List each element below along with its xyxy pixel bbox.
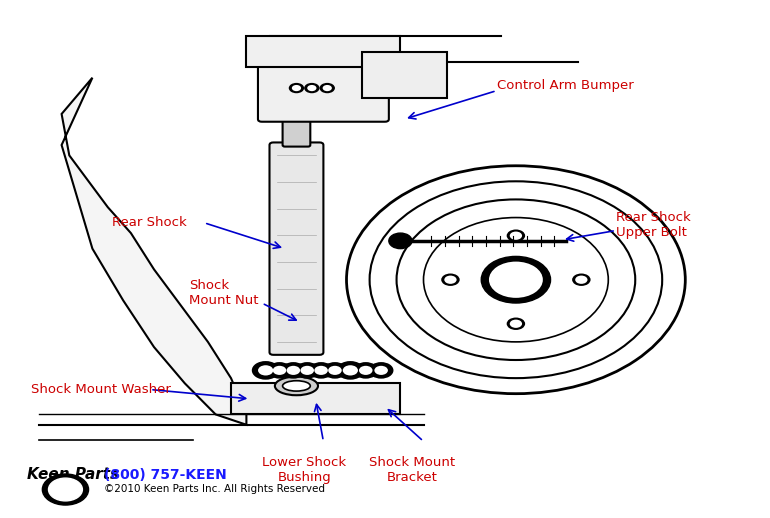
Circle shape (328, 366, 342, 375)
Circle shape (343, 365, 358, 376)
Ellipse shape (283, 381, 310, 391)
Text: Shock
Mount Nut: Shock Mount Nut (189, 279, 258, 307)
Circle shape (441, 274, 460, 286)
Text: Rear Shock
Upper Bolt: Rear Shock Upper Bolt (616, 211, 691, 239)
Circle shape (295, 362, 320, 379)
FancyArrowPatch shape (567, 231, 613, 241)
Circle shape (314, 366, 328, 375)
Ellipse shape (275, 377, 318, 395)
Circle shape (369, 362, 393, 379)
Circle shape (489, 262, 543, 298)
Text: Rear Shock: Rear Shock (112, 216, 186, 229)
Circle shape (323, 362, 347, 379)
Circle shape (281, 362, 306, 379)
Circle shape (300, 366, 314, 375)
Circle shape (444, 276, 457, 284)
Circle shape (323, 85, 332, 91)
Circle shape (320, 83, 335, 93)
Text: Shock Mount
Bracket: Shock Mount Bracket (369, 456, 455, 484)
Circle shape (336, 361, 364, 380)
Circle shape (252, 361, 280, 380)
FancyBboxPatch shape (258, 65, 389, 122)
Circle shape (575, 276, 588, 284)
Polygon shape (246, 36, 400, 67)
FancyBboxPatch shape (283, 112, 310, 147)
Circle shape (42, 474, 89, 505)
Circle shape (510, 232, 522, 240)
Polygon shape (231, 383, 400, 414)
Circle shape (507, 229, 525, 242)
Circle shape (267, 362, 292, 379)
Circle shape (307, 85, 316, 91)
Circle shape (389, 233, 412, 249)
Polygon shape (362, 52, 447, 98)
Circle shape (258, 365, 273, 376)
Circle shape (370, 181, 662, 378)
Circle shape (507, 318, 525, 330)
Circle shape (304, 83, 320, 93)
FancyArrowPatch shape (264, 304, 296, 320)
Circle shape (510, 320, 522, 328)
Circle shape (481, 256, 551, 303)
Circle shape (289, 83, 304, 93)
FancyArrowPatch shape (388, 410, 421, 439)
FancyArrowPatch shape (314, 405, 323, 439)
FancyArrowPatch shape (153, 390, 246, 401)
Circle shape (359, 366, 373, 375)
FancyBboxPatch shape (270, 142, 323, 355)
Circle shape (572, 274, 591, 286)
Circle shape (353, 362, 378, 379)
Circle shape (49, 478, 82, 501)
Circle shape (292, 85, 301, 91)
Polygon shape (62, 78, 246, 425)
Text: (800) 757-KEEN: (800) 757-KEEN (104, 468, 226, 482)
Text: Lower Shock
Bushing: Lower Shock Bushing (262, 456, 346, 484)
Circle shape (273, 366, 286, 375)
Text: Shock Mount Washer: Shock Mount Washer (31, 383, 171, 396)
Circle shape (309, 362, 333, 379)
Circle shape (374, 366, 388, 375)
FancyArrowPatch shape (409, 92, 494, 119)
FancyArrowPatch shape (206, 224, 280, 248)
Text: ©2010 Keen Parts Inc. All Rights Reserved: ©2010 Keen Parts Inc. All Rights Reserve… (104, 484, 325, 494)
Text: Keen Parts: Keen Parts (27, 467, 119, 482)
Text: Control Arm Bumper: Control Arm Bumper (497, 79, 634, 92)
Circle shape (286, 366, 300, 375)
